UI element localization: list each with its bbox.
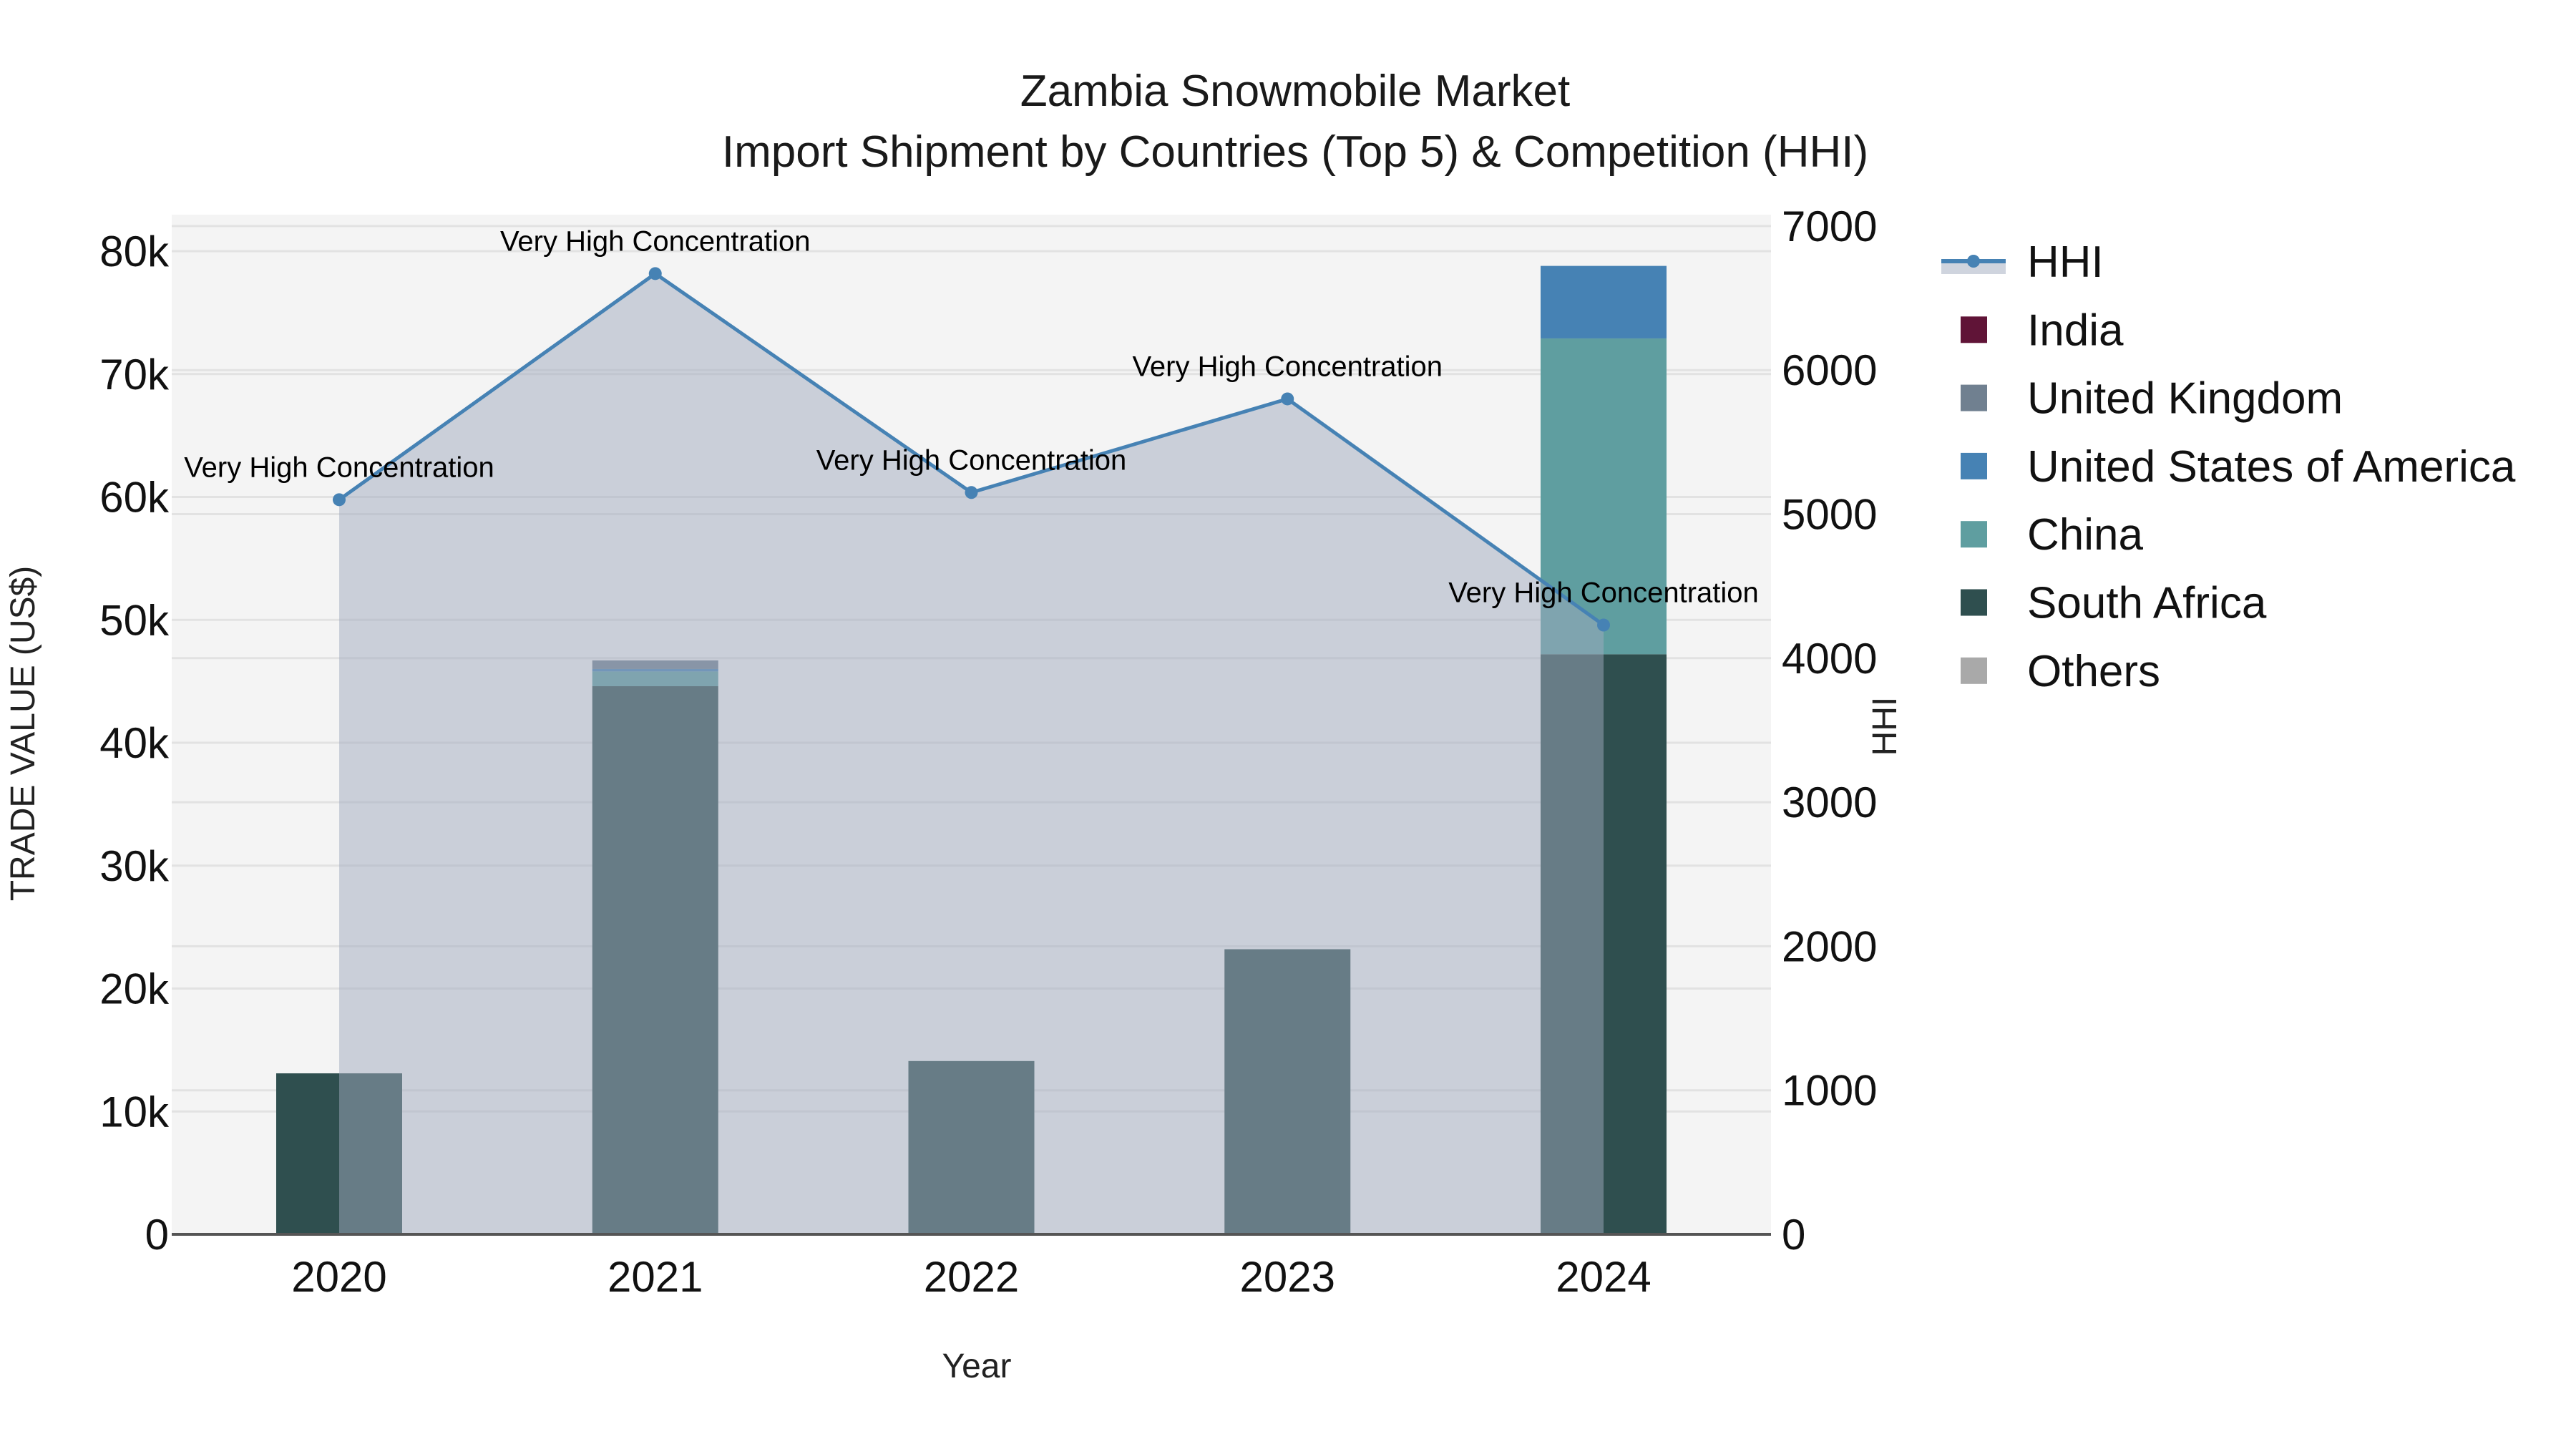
y-right-axis-ticks: 0 1000 2000 3000 4000 5000 6000 7000 [1782, 203, 1877, 1259]
legend-label: China [2027, 510, 2144, 560]
y-left-tick-label: 40k [99, 719, 170, 767]
x-tick-label: 2021 [608, 1253, 703, 1301]
legend-swatch-icon [1961, 589, 1987, 616]
legend-swatch-icon [1961, 316, 1987, 343]
y-right-tick-label: 1000 [1782, 1067, 1877, 1115]
legend-swatch-icon [1961, 657, 1987, 684]
y-right-axis-title: HHI [1866, 697, 1904, 756]
hhi-point[interactable] [648, 267, 662, 280]
x-tick-label: 2024 [1556, 1253, 1651, 1301]
legend-label: United Kingdom [2027, 374, 2343, 424]
y-left-tick-label: 0 [145, 1211, 169, 1259]
legend-item-united-states-of-america[interactable]: United States of America [1961, 442, 2516, 492]
y-right-tick-label: 6000 [1782, 346, 1877, 394]
y-left-tick-label: 80k [99, 228, 170, 275]
hhi-point[interactable] [333, 493, 346, 507]
legend-label: United States of America [2027, 442, 2516, 492]
x-tick-label: 2022 [924, 1253, 1019, 1301]
legend-label: India [2027, 306, 2124, 355]
y-left-tick-label: 60k [99, 474, 170, 522]
legend-swatch-icon [1961, 384, 1987, 411]
hhi-annotation: Very High Concentration [500, 225, 811, 257]
legend-label: South Africa [2027, 579, 2267, 628]
hhi-annotation: Very High Concentration [816, 444, 1127, 476]
y-left-tick-label: 50k [99, 596, 170, 644]
legend-item-south-africa[interactable]: South Africa [1961, 579, 2267, 628]
y-left-axis-ticks: 0 10k 20k 30k 40k 50k 60k 70k 80k [99, 228, 170, 1259]
legend-swatch-icon [1961, 452, 1987, 479]
y-right-tick-label: 0 [1782, 1211, 1805, 1259]
x-axis-title: Year [942, 1347, 1012, 1385]
legend: HHI India United Kingdom United States of A… [1941, 238, 2516, 696]
hhi-annotation: Very High Concentration [1448, 577, 1759, 609]
bar-segment-united-states-of-america[interactable] [1541, 265, 1667, 338]
y-right-tick-label: 3000 [1782, 779, 1877, 826]
hhi-line [333, 267, 1610, 632]
hhi-annotations: Very High Concentration Very High Concent… [184, 225, 1759, 608]
y-right-tick-label: 5000 [1782, 491, 1877, 539]
legend-label: HHI [2027, 238, 2104, 287]
legend-item-others[interactable]: Others [1961, 647, 2160, 696]
legend-item-united-kingdom[interactable]: United Kingdom [1961, 374, 2343, 424]
hhi-point[interactable] [1281, 392, 1294, 406]
hhi-area [339, 273, 1604, 1235]
x-tick-label: 2023 [1240, 1253, 1335, 1301]
y-left-tick-label: 20k [99, 965, 170, 1013]
hhi-annotation: Very High Concentration [184, 452, 494, 483]
chart-title-line1: Zambia Snowmobile Market [1020, 67, 1570, 116]
y-left-tick-label: 70k [99, 351, 170, 399]
legend-item-hhi[interactable]: HHI [1941, 238, 2104, 287]
x-axis-ticks: 2020 2021 2022 2023 2024 [291, 1253, 1651, 1301]
y-left-tick-label: 10k [99, 1088, 170, 1136]
x-tick-label: 2020 [291, 1253, 386, 1301]
legend-item-india[interactable]: India [1961, 306, 2124, 355]
hhi-point[interactable] [1597, 618, 1610, 632]
legend-item-china[interactable]: China [1961, 510, 2144, 560]
legend-marker-icon [1967, 255, 1980, 268]
hhi-point[interactable] [965, 486, 978, 499]
hhi-annotation: Very High Concentration [1132, 351, 1443, 382]
y-right-tick-label: 4000 [1782, 635, 1877, 683]
y-left-axis-title: TRADE VALUE (US$) [4, 566, 42, 902]
hhi-area-fill [339, 273, 1604, 1235]
chart-title-line2: Import Shipment by Countries (Top 5) & C… [722, 127, 1868, 177]
y-right-tick-label: 2000 [1782, 922, 1877, 970]
legend-label: Others [2027, 647, 2160, 696]
y-left-tick-label: 30k [99, 842, 170, 890]
y-right-tick-label: 7000 [1782, 203, 1877, 250]
legend-swatch-icon [1961, 521, 1987, 548]
